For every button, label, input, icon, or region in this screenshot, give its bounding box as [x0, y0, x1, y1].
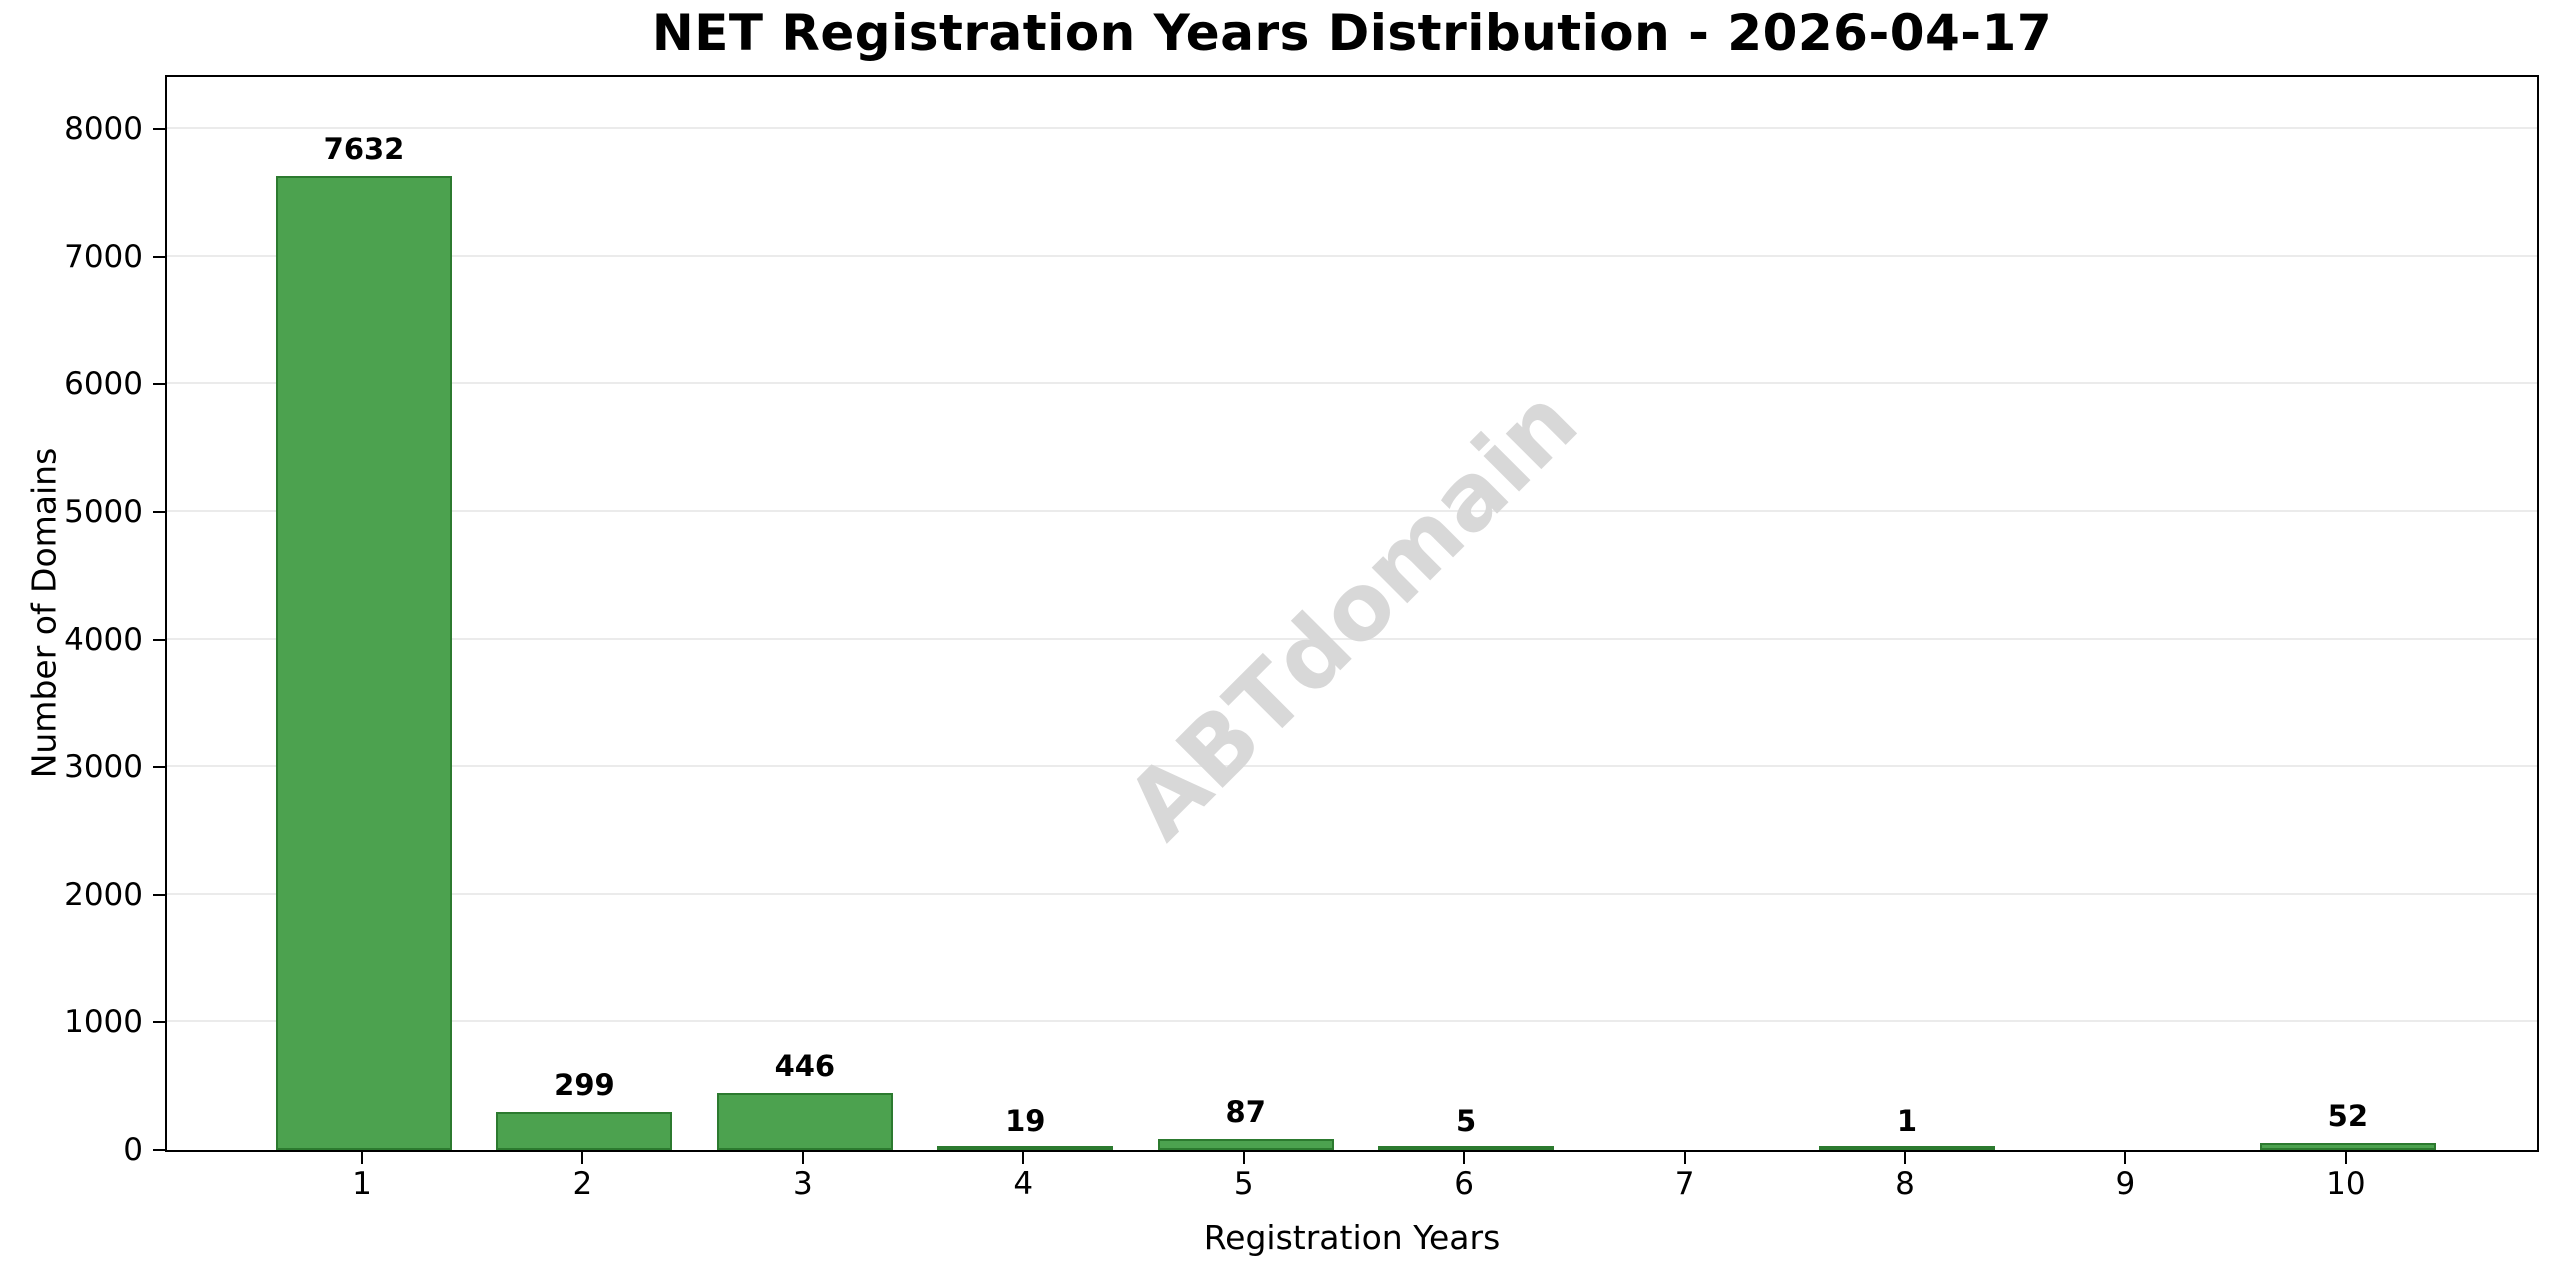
bar: [1818, 1146, 1995, 1150]
x-tick-label: 1: [352, 1166, 372, 1202]
x-tick-mark: [1903, 1152, 1906, 1164]
x-axis-label: Registration Years: [1203, 1218, 1501, 1257]
gridline: [167, 509, 2537, 512]
bar: [496, 1112, 673, 1150]
gridline: [167, 254, 2537, 257]
gridline: [167, 127, 2537, 130]
y-tick-label: 3000: [64, 749, 143, 786]
y-tick-mark: [153, 1149, 165, 1151]
bar-value-label: 19: [1005, 1104, 1046, 1138]
x-tick-label: 3: [792, 1166, 813, 1202]
y-tick-label: 1000: [64, 1004, 143, 1041]
y-tick-label: 4000: [64, 621, 143, 658]
bar-value-label: 299: [554, 1068, 615, 1102]
y-tick-label: 6000: [64, 366, 143, 403]
bar-value-label: 5: [1456, 1104, 1477, 1138]
y-tick-mark: [153, 255, 165, 258]
y-tick-mark: [153, 1021, 165, 1024]
gridline: [167, 1020, 2537, 1023]
y-tick-mark: [153, 128, 165, 131]
x-tick-label: 4: [1013, 1166, 1034, 1202]
x-tick-label: 10: [2326, 1166, 2366, 1202]
x-tick-mark: [2124, 1152, 2127, 1164]
x-tick-label: 6: [1454, 1166, 1474, 1202]
x-tick-mark: [1683, 1152, 1686, 1164]
bar: [2259, 1143, 2436, 1150]
x-tick-label: 2: [572, 1166, 593, 1202]
x-tick-mark: [1242, 1152, 1245, 1164]
y-tick-label: 8000: [64, 111, 143, 148]
bar-value-label: 87: [1225, 1095, 1266, 1129]
bar: [1378, 1146, 1555, 1150]
watermark: ABTdomain: [1106, 367, 1598, 860]
y-tick-label: 0: [123, 1132, 143, 1168]
plot-area: ABTdomain 7632 299 446 19 87 5 1 52: [165, 75, 2539, 1152]
gridline: [167, 637, 2537, 640]
bar-value-label: 446: [774, 1049, 836, 1083]
x-tick-mark: [801, 1152, 804, 1164]
x-tick-mark: [1022, 1152, 1025, 1164]
x-tick-label: 8: [1895, 1166, 1915, 1202]
gridline: [167, 892, 2537, 895]
y-tick-mark: [153, 383, 165, 386]
bar-value-label: 7632: [323, 132, 405, 166]
x-tick-mark: [1463, 1152, 1466, 1164]
x-tick-mark: [361, 1152, 363, 1164]
bar: [937, 1146, 1114, 1150]
y-tick-mark: [153, 893, 165, 896]
gridline: [167, 382, 2537, 385]
x-tick-mark: [581, 1152, 584, 1164]
y-tick-mark: [153, 766, 165, 769]
x-tick-label: 9: [2115, 1166, 2136, 1202]
y-tick-mark: [153, 638, 165, 641]
bar-value-label: 1: [1896, 1104, 1918, 1138]
bar: [276, 176, 452, 1150]
bar: [1157, 1139, 1334, 1150]
chart-title: NET Registration Years Distribution - 20…: [651, 4, 2053, 62]
bar: [716, 1093, 893, 1150]
y-tick-label: 2000: [64, 876, 143, 913]
gridline: [167, 765, 2537, 768]
x-tick-label: 7: [1674, 1166, 1695, 1202]
y-tick-mark: [153, 510, 165, 513]
y-tick-label: 5000: [64, 493, 143, 530]
x-tick-label: 5: [1233, 1166, 1254, 1202]
bar-value-label: 52: [2327, 1099, 2369, 1133]
y-tick-label: 7000: [64, 238, 143, 275]
x-tick-mark: [2344, 1152, 2347, 1164]
